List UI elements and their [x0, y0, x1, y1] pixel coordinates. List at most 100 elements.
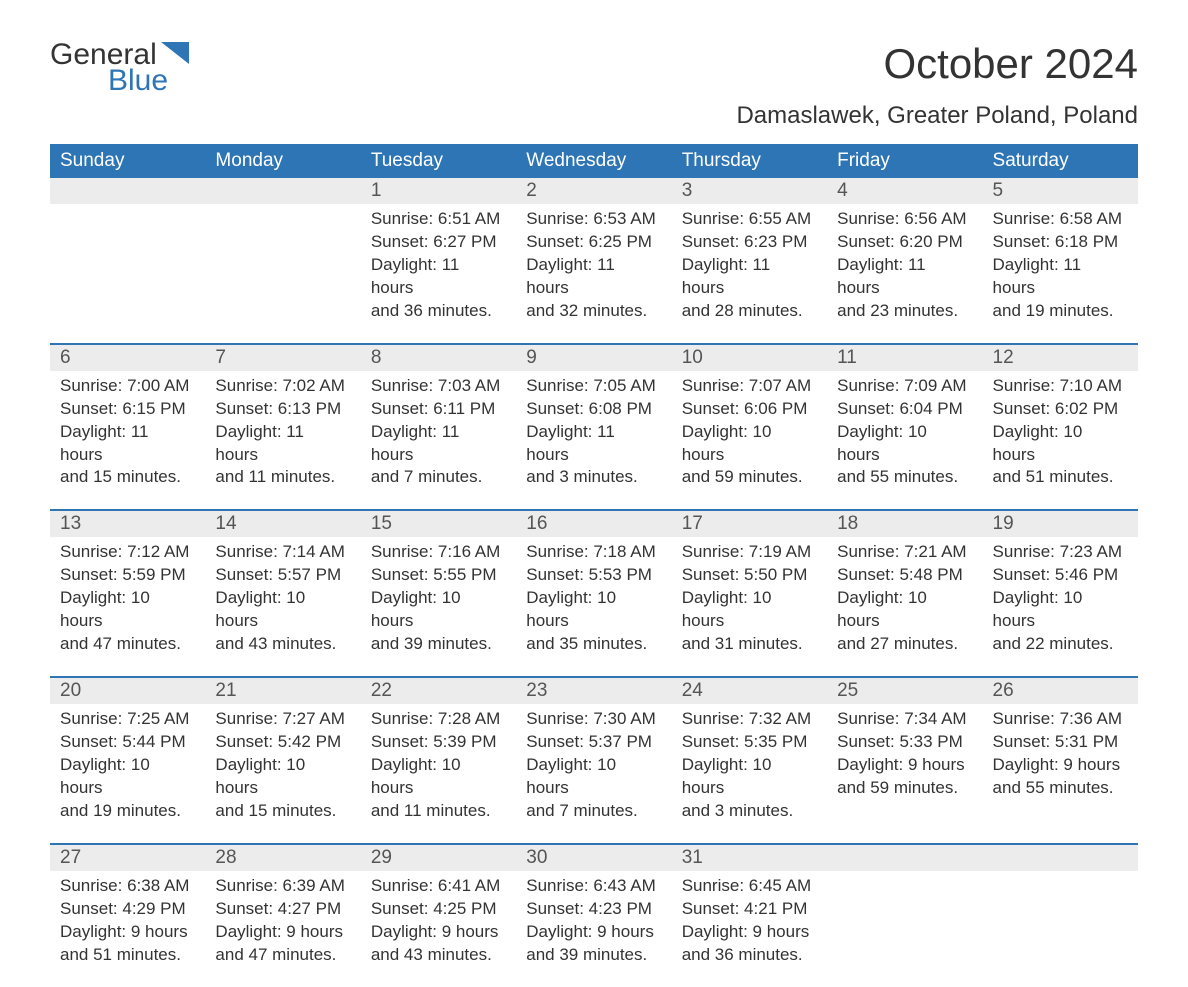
sunrise-text: Sunrise: 7:23 AM	[993, 541, 1128, 564]
daylight-text: and 43 minutes.	[371, 944, 506, 967]
day-body-cell: Sunrise: 7:02 AMSunset: 6:13 PMDaylight:…	[205, 371, 360, 511]
sunset-text: Sunset: 5:31 PM	[993, 731, 1128, 754]
sunrise-text: Sunrise: 7:34 AM	[837, 708, 972, 731]
weekday-header: Sunday	[50, 144, 205, 178]
day-number: 4	[837, 180, 848, 201]
sunrise-text: Sunrise: 7:18 AM	[526, 541, 661, 564]
sunset-text: Sunset: 6:23 PM	[682, 231, 817, 254]
sunset-text: Sunset: 5:53 PM	[526, 564, 661, 587]
day-number: 13	[60, 513, 81, 534]
daylight-text: and 59 minutes.	[682, 466, 817, 489]
daylight-text: Daylight: 9 hours	[837, 754, 972, 777]
daylight-text: Daylight: 11 hours	[371, 254, 506, 300]
daylight-text: and 59 minutes.	[837, 777, 972, 800]
day-body-cell: Sunrise: 6:39 AMSunset: 4:27 PMDaylight:…	[205, 871, 360, 987]
daylight-text: and 55 minutes.	[993, 777, 1128, 800]
weekday-header: Friday	[827, 144, 982, 178]
day-number: 29	[371, 847, 392, 868]
day-body-cell	[50, 204, 205, 344]
sunrise-text: Sunrise: 6:53 AM	[526, 208, 661, 231]
sunrise-text: Sunrise: 7:10 AM	[993, 375, 1128, 398]
sunset-text: Sunset: 6:08 PM	[526, 398, 661, 421]
day-number-cell	[205, 178, 360, 204]
day-body-cell: Sunrise: 7:34 AMSunset: 5:33 PMDaylight:…	[827, 704, 982, 844]
day-number: 22	[371, 680, 392, 701]
day-number: 1	[371, 180, 382, 201]
daynum-row: 12345	[50, 178, 1138, 204]
sunrise-text: Sunrise: 7:25 AM	[60, 708, 195, 731]
daylight-text: Daylight: 10 hours	[682, 754, 817, 800]
day-number-cell: 6	[50, 344, 205, 371]
sunrise-text: Sunrise: 6:41 AM	[371, 875, 506, 898]
day-number-cell	[983, 844, 1138, 871]
day-body-cell: Sunrise: 7:00 AMSunset: 6:15 PMDaylight:…	[50, 371, 205, 511]
day-number: 18	[837, 513, 858, 534]
daylight-text: and 15 minutes.	[60, 466, 195, 489]
daylight-text: Daylight: 10 hours	[60, 587, 195, 633]
daylight-text: Daylight: 10 hours	[371, 587, 506, 633]
day-number-cell: 29	[361, 844, 516, 871]
day-number: 16	[526, 513, 547, 534]
day-body-cell: Sunrise: 7:12 AMSunset: 5:59 PMDaylight:…	[50, 537, 205, 677]
sunset-text: Sunset: 5:46 PM	[993, 564, 1128, 587]
day-number: 12	[993, 347, 1014, 368]
daylight-text: Daylight: 11 hours	[682, 254, 817, 300]
day-number-cell: 2	[516, 178, 671, 204]
sunset-text: Sunset: 5:33 PM	[837, 731, 972, 754]
sunrise-text: Sunrise: 7:12 AM	[60, 541, 195, 564]
day-number: 26	[993, 680, 1014, 701]
day-body-cell: Sunrise: 7:23 AMSunset: 5:46 PMDaylight:…	[983, 537, 1138, 677]
daylight-text: and 7 minutes.	[371, 466, 506, 489]
day-body-cell: Sunrise: 6:43 AMSunset: 4:23 PMDaylight:…	[516, 871, 671, 987]
day-number: 7	[215, 347, 226, 368]
day-number-cell: 18	[827, 510, 982, 537]
daylight-text: Daylight: 10 hours	[371, 754, 506, 800]
daylight-text: Daylight: 9 hours	[60, 921, 195, 944]
day-number: 14	[215, 513, 236, 534]
day-body-cell: Sunrise: 7:21 AMSunset: 5:48 PMDaylight:…	[827, 537, 982, 677]
day-number-cell: 19	[983, 510, 1138, 537]
sunrise-text: Sunrise: 6:56 AM	[837, 208, 972, 231]
day-body-cell: Sunrise: 7:03 AMSunset: 6:11 PMDaylight:…	[361, 371, 516, 511]
daylight-text: and 36 minutes.	[682, 944, 817, 967]
day-body-cell: Sunrise: 7:14 AMSunset: 5:57 PMDaylight:…	[205, 537, 360, 677]
day-number-cell: 12	[983, 344, 1138, 371]
day-body-cell: Sunrise: 7:25 AMSunset: 5:44 PMDaylight:…	[50, 704, 205, 844]
sunset-text: Sunset: 4:25 PM	[371, 898, 506, 921]
day-body-cell: Sunrise: 7:32 AMSunset: 5:35 PMDaylight:…	[672, 704, 827, 844]
day-number-cell: 20	[50, 677, 205, 704]
sunrise-text: Sunrise: 6:43 AM	[526, 875, 661, 898]
sunset-text: Sunset: 6:15 PM	[60, 398, 195, 421]
calendar-table: Sunday Monday Tuesday Wednesday Thursday…	[50, 144, 1138, 987]
daylight-text: and 32 minutes.	[526, 300, 661, 323]
sunset-text: Sunset: 5:37 PM	[526, 731, 661, 754]
day-body-row: Sunrise: 6:38 AMSunset: 4:29 PMDaylight:…	[50, 871, 1138, 987]
daylight-text: and 11 minutes.	[371, 800, 506, 823]
day-number-cell: 30	[516, 844, 671, 871]
day-number: 11	[837, 347, 857, 368]
day-number-cell: 28	[205, 844, 360, 871]
day-number: 5	[993, 180, 1004, 201]
sunset-text: Sunset: 4:29 PM	[60, 898, 195, 921]
day-body-cell: Sunrise: 7:09 AMSunset: 6:04 PMDaylight:…	[827, 371, 982, 511]
daylight-text: and 23 minutes.	[837, 300, 972, 323]
sunset-text: Sunset: 6:13 PM	[215, 398, 350, 421]
daylight-text: Daylight: 9 hours	[215, 921, 350, 944]
day-number-cell: 10	[672, 344, 827, 371]
daylight-text: Daylight: 10 hours	[993, 421, 1128, 467]
daylight-text: and 31 minutes.	[682, 633, 817, 656]
sunrise-text: Sunrise: 7:27 AM	[215, 708, 350, 731]
day-number: 20	[60, 680, 81, 701]
day-body-cell: Sunrise: 7:28 AMSunset: 5:39 PMDaylight:…	[361, 704, 516, 844]
day-body-cell: Sunrise: 7:27 AMSunset: 5:42 PMDaylight:…	[205, 704, 360, 844]
day-body-cell: Sunrise: 6:56 AMSunset: 6:20 PMDaylight:…	[827, 204, 982, 344]
daylight-text: Daylight: 10 hours	[993, 587, 1128, 633]
daylight-text: Daylight: 9 hours	[371, 921, 506, 944]
daylight-text: Daylight: 11 hours	[60, 421, 195, 467]
sunrise-text: Sunrise: 6:51 AM	[371, 208, 506, 231]
day-number-cell: 17	[672, 510, 827, 537]
sunset-text: Sunset: 5:48 PM	[837, 564, 972, 587]
daylight-text: and 22 minutes.	[993, 633, 1128, 656]
day-body-cell: Sunrise: 6:41 AMSunset: 4:25 PMDaylight:…	[361, 871, 516, 987]
day-number-cell: 16	[516, 510, 671, 537]
